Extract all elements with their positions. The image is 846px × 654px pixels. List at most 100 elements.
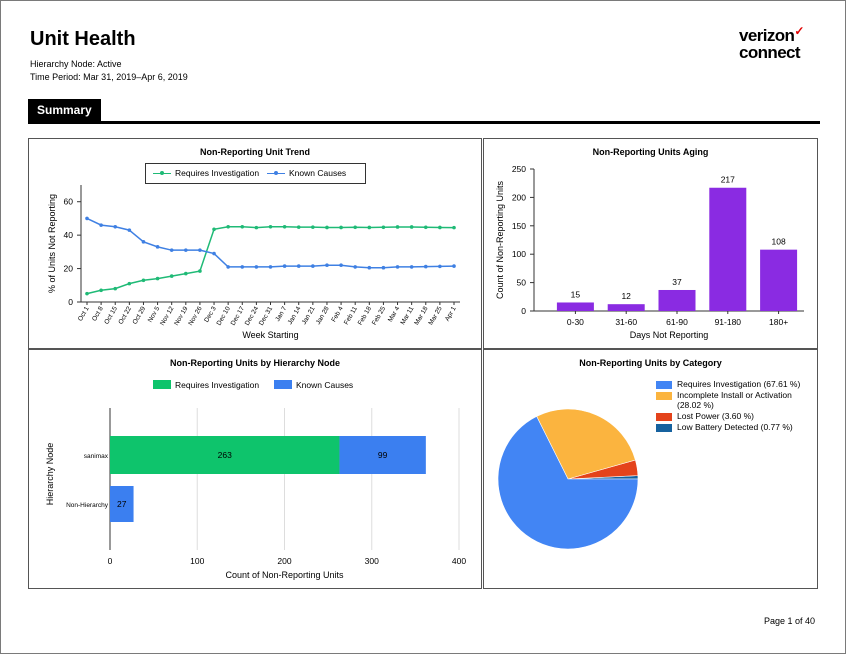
aging-chart: 0 50 100 150 200 250 15 0-30 12 31-60 37 61-90 217 91… <box>495 164 804 340</box>
pie-legend-label: Lost Power (3.60 %) <box>677 411 755 421</box>
data-point <box>254 225 259 230</box>
trend-panel: Non-Reporting Unit Trend Requires Invest… <box>28 138 482 349</box>
data-point <box>395 265 400 269</box>
data-point <box>240 224 245 229</box>
y-tick-label: 60 <box>64 197 74 207</box>
legend-known-causes: Known Causes <box>267 164 346 183</box>
pie-legend-label: Incomplete Install or Activation (28.02 … <box>677 390 792 410</box>
data-point <box>169 274 174 278</box>
data-point <box>409 265 414 269</box>
y-tick-label: 20 <box>64 264 74 274</box>
x-tick-label: Apr 1 <box>444 305 458 322</box>
data-point <box>311 264 315 268</box>
data-point <box>452 225 456 230</box>
y-axis-title: Hierarchy Node <box>45 443 55 506</box>
data-point <box>367 265 372 270</box>
pie-legend-swatch <box>656 413 672 421</box>
pie-legend-swatch <box>656 424 672 432</box>
bar-value-label: 15 <box>571 289 581 299</box>
data-point <box>184 248 188 252</box>
x-tick-label: Nov 26 <box>187 305 204 327</box>
pie-legend-item: Lost Power (3.60 %) <box>656 411 808 421</box>
y-tick-label: 40 <box>64 230 74 240</box>
x-axis-title: Days Not Reporting <box>630 330 709 340</box>
bar-31-60 <box>607 304 645 311</box>
x-tick-label: Mar 4 <box>387 305 402 323</box>
bar-value-label: 108 <box>772 237 786 247</box>
report-title: Unit Health <box>30 28 136 50</box>
data-point <box>169 248 174 252</box>
data-point <box>127 228 132 232</box>
data-point <box>198 269 202 273</box>
data-point <box>353 225 357 230</box>
pie-legend-item: Incomplete Install or Activation (28.02 … <box>656 390 808 410</box>
verizon-connect-logo: verizon✓ connect <box>739 24 804 62</box>
x-tick-label: Mar 25 <box>427 305 443 326</box>
x-tick-label: 0-30 <box>567 317 584 327</box>
y-tick-label: 250 <box>512 164 526 174</box>
bar-value-label: 99 <box>378 450 388 460</box>
hierarchy-node-label: Hierarchy Node: Active <box>30 59 122 69</box>
x-tick-label: Nov 5 <box>147 305 162 324</box>
data-point <box>212 227 216 232</box>
x-tick-label: 0 <box>108 556 113 566</box>
pie-legend-item: Requires Investigation (67.61 %) <box>656 379 808 389</box>
y-tick-label: 0 <box>68 297 73 307</box>
data-point <box>226 224 230 229</box>
bar-segment-non-hierarchy <box>110 486 134 522</box>
data-point <box>113 286 118 291</box>
y-axis-title: % of Units Not Reporting <box>47 194 57 293</box>
data-point <box>254 265 259 269</box>
data-point <box>99 223 103 227</box>
series-line-requires-investigation <box>86 226 455 295</box>
legend-requires-investigation: Requires Investigation <box>153 164 259 183</box>
bar-value-label: 217 <box>721 175 735 185</box>
bar-value-label: 27 <box>117 499 127 509</box>
data-point <box>268 224 273 229</box>
pie-legend-swatch <box>656 392 672 400</box>
x-tick-label: Jan 28 <box>315 305 331 326</box>
x-tick-label: 91-180 <box>715 317 742 327</box>
data-point <box>155 245 160 249</box>
bar-0-30 <box>556 302 594 311</box>
data-point <box>367 225 372 230</box>
time-period-label: Time Period: Mar 31, 2019–Apr 6, 2019 <box>30 72 188 82</box>
data-point <box>226 265 230 269</box>
data-point <box>311 225 315 229</box>
data-point <box>353 265 357 269</box>
bar-value-label: 37 <box>672 277 682 287</box>
data-point <box>395 225 400 229</box>
bar-61-90 <box>658 289 696 311</box>
x-tick-label: Oct 1 <box>77 305 91 322</box>
x-tick-label: 31-60 <box>615 317 637 327</box>
data-point <box>282 224 287 229</box>
data-point <box>141 240 146 244</box>
trend-legend: Requires Investigation Known Causes <box>145 163 366 184</box>
x-axis-title: Week Starting <box>242 330 298 340</box>
x-tick-label: Feb 25 <box>371 305 387 326</box>
data-point <box>296 264 301 268</box>
y-axis-title: Count of Non-Reporting Units <box>495 180 505 299</box>
data-point <box>141 278 146 283</box>
data-point <box>212 251 216 256</box>
x-tick-label: Feb 4 <box>330 305 345 323</box>
hierarchy-chart: 0 100 200 300 400 Requires Investigation Known… <box>45 380 466 580</box>
data-point <box>240 265 245 269</box>
data-point <box>409 225 414 229</box>
x-tick-label: Oct 8 <box>91 305 105 322</box>
x-tick-label: Jan 7 <box>274 305 288 323</box>
y-tick-label: 100 <box>512 249 526 259</box>
hierarchy-panel: Non-Reporting Units by Hierarchy Node 0 1… <box>28 349 482 589</box>
data-point <box>268 265 273 269</box>
pie-slice-incomplete-install-or-activation <box>536 408 636 480</box>
y-tick-label: 50 <box>517 278 527 288</box>
y-tick-label: 150 <box>512 221 526 231</box>
data-point <box>438 264 442 269</box>
category-legend: Requires Investigation (67.61 %) Incomple… <box>656 379 808 433</box>
y-tick-label: 0 <box>521 306 526 316</box>
data-point <box>438 225 442 230</box>
category-panel: Non-Reporting Units by Category Requires… <box>483 349 818 589</box>
hierarchy-chart-title: Non-Reporting Units by Hierarchy Node <box>169 358 340 368</box>
